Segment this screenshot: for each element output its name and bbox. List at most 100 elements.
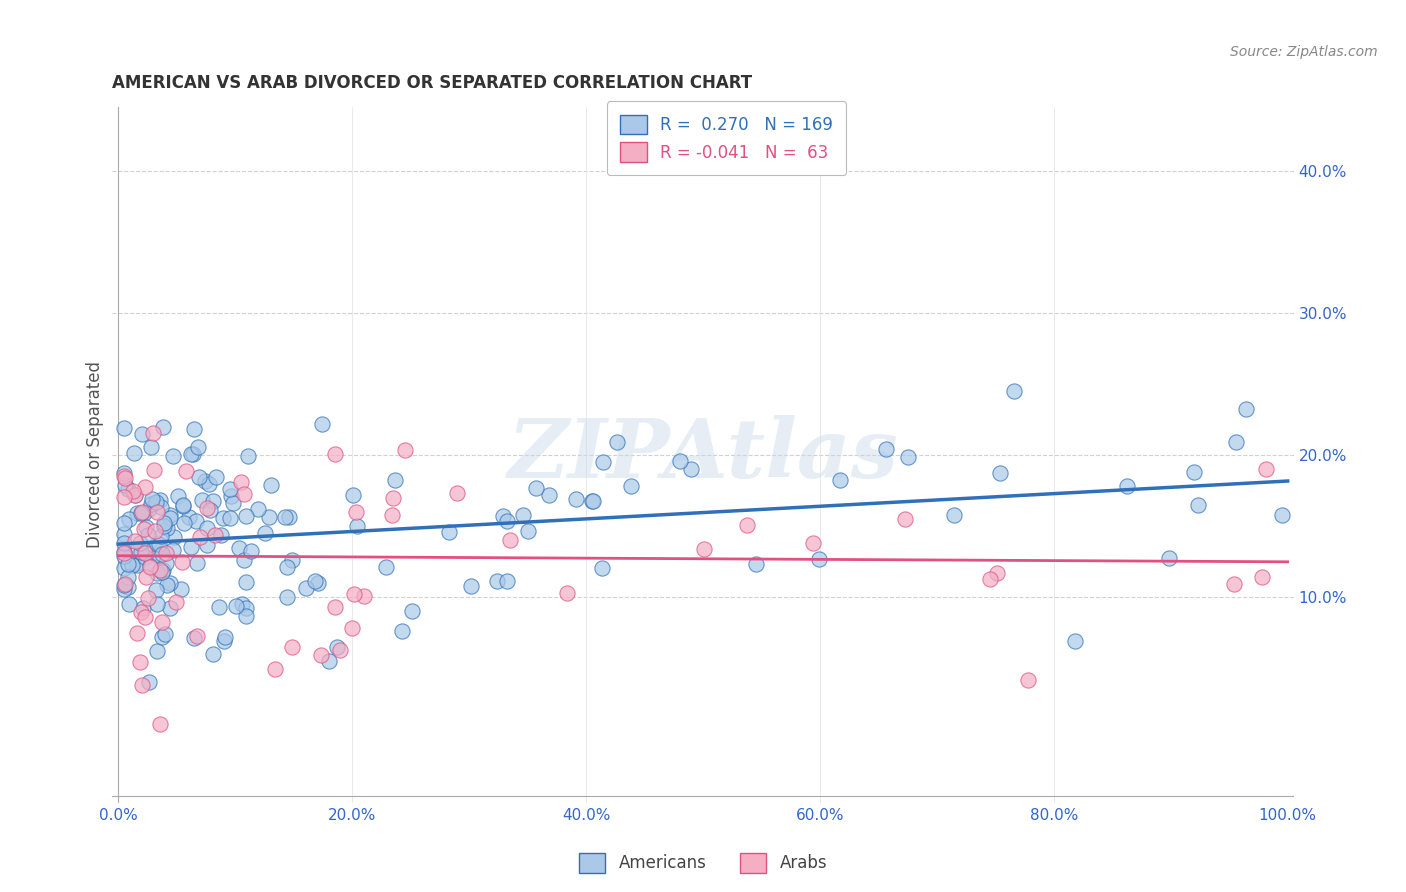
Point bbox=[198, 502, 221, 516]
Point bbox=[202, 493, 225, 508]
Point bbox=[112, 466, 135, 480]
Point bbox=[138, 559, 160, 574]
Point bbox=[253, 526, 276, 541]
Point bbox=[894, 512, 917, 526]
Point bbox=[264, 662, 287, 676]
Point bbox=[202, 647, 225, 661]
Point bbox=[1223, 576, 1246, 591]
Point bbox=[187, 440, 209, 454]
Point bbox=[118, 512, 141, 526]
Point bbox=[152, 420, 174, 434]
Point bbox=[131, 427, 153, 442]
Point bbox=[557, 586, 579, 600]
Point bbox=[159, 511, 181, 525]
Point bbox=[986, 566, 1008, 580]
Point bbox=[124, 488, 146, 502]
Point bbox=[167, 489, 190, 503]
Point bbox=[257, 509, 280, 524]
Point bbox=[114, 478, 136, 492]
Point bbox=[114, 471, 136, 485]
Point bbox=[437, 524, 460, 539]
Point bbox=[112, 490, 135, 504]
Point bbox=[516, 524, 538, 539]
Point bbox=[159, 600, 181, 615]
Point bbox=[276, 590, 298, 604]
Point bbox=[591, 560, 613, 574]
Point bbox=[163, 530, 186, 544]
Point bbox=[136, 591, 159, 605]
Point bbox=[537, 488, 560, 502]
Point bbox=[180, 540, 202, 554]
Point bbox=[127, 506, 149, 520]
Point bbox=[278, 510, 301, 524]
Point bbox=[384, 474, 406, 488]
Point bbox=[162, 449, 184, 463]
Point bbox=[150, 630, 173, 644]
Point bbox=[801, 536, 824, 550]
Point bbox=[446, 486, 468, 500]
Point bbox=[744, 557, 766, 571]
Point bbox=[225, 599, 247, 613]
Point bbox=[131, 678, 153, 692]
Point bbox=[807, 552, 830, 566]
Text: AMERICAN VS ARAB DIVORCED OR SEPARATED CORRELATION CHART: AMERICAN VS ARAB DIVORCED OR SEPARATED C… bbox=[112, 74, 752, 92]
Point bbox=[131, 505, 153, 519]
Point bbox=[127, 626, 149, 640]
Point bbox=[149, 492, 172, 507]
Point bbox=[112, 560, 135, 574]
Legend: R =  0.270   N = 169, R = -0.041   N =  63: R = 0.270 N = 169, R = -0.041 N = 63 bbox=[607, 102, 846, 175]
Point bbox=[581, 493, 603, 508]
Point bbox=[342, 622, 364, 636]
Point bbox=[232, 487, 254, 501]
Point bbox=[875, 442, 897, 456]
Point bbox=[197, 477, 219, 491]
Point bbox=[897, 450, 920, 464]
Point bbox=[139, 558, 162, 573]
Point bbox=[1234, 401, 1257, 416]
Point bbox=[112, 546, 135, 560]
Point bbox=[260, 478, 283, 492]
Point bbox=[344, 504, 367, 518]
Point bbox=[117, 570, 139, 584]
Point bbox=[149, 500, 172, 514]
Point bbox=[1116, 479, 1139, 493]
Point bbox=[280, 640, 302, 654]
Point bbox=[204, 528, 226, 542]
Point bbox=[146, 537, 169, 551]
Text: Source: ZipAtlas.com: Source: ZipAtlas.com bbox=[1230, 45, 1378, 59]
Point bbox=[134, 506, 156, 520]
Point bbox=[565, 491, 588, 506]
Point bbox=[145, 548, 167, 562]
Point bbox=[828, 474, 851, 488]
Point bbox=[394, 442, 416, 457]
Point bbox=[276, 560, 298, 574]
Point bbox=[145, 494, 167, 508]
Point bbox=[125, 556, 148, 570]
Point bbox=[1254, 461, 1277, 475]
Legend: Americans, Arabs: Americans, Arabs bbox=[572, 847, 834, 880]
Point bbox=[1182, 465, 1205, 479]
Point bbox=[156, 578, 179, 592]
Point bbox=[460, 579, 482, 593]
Point bbox=[323, 600, 346, 615]
Point bbox=[492, 508, 515, 523]
Point bbox=[219, 482, 242, 496]
Point bbox=[209, 528, 232, 542]
Point bbox=[121, 483, 143, 498]
Point bbox=[219, 511, 242, 525]
Point bbox=[136, 527, 159, 541]
Text: ZIPAtlas: ZIPAtlas bbox=[508, 415, 898, 495]
Point bbox=[307, 576, 329, 591]
Point bbox=[329, 643, 352, 657]
Point bbox=[183, 422, 205, 436]
Point bbox=[943, 508, 966, 522]
Point bbox=[318, 654, 340, 668]
Point bbox=[524, 481, 547, 495]
Point bbox=[1063, 633, 1085, 648]
Point bbox=[120, 543, 142, 558]
Point bbox=[148, 537, 170, 551]
Point bbox=[1002, 384, 1025, 398]
Point bbox=[184, 514, 207, 528]
Point bbox=[112, 421, 135, 435]
Point bbox=[401, 604, 423, 618]
